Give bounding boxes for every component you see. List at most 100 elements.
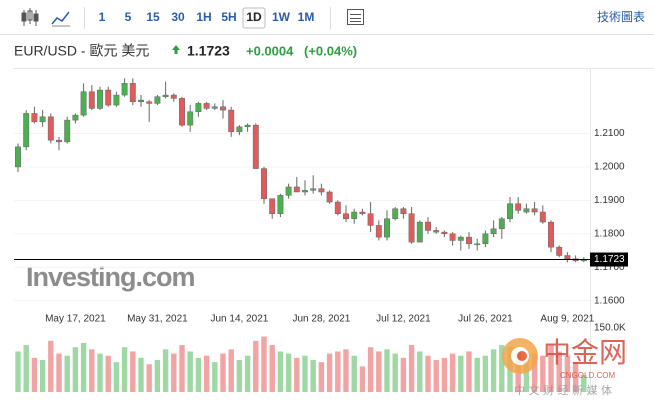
interval-button[interactable]: 5H	[221, 10, 236, 24]
candle-body	[293, 186, 300, 193]
candle-body	[474, 243, 481, 246]
volume-bar	[531, 353, 538, 392]
volume-bar	[490, 349, 497, 392]
interval-button[interactable]: 1M	[298, 10, 315, 24]
settings-icon[interactable]	[347, 9, 364, 25]
line-icon[interactable]	[51, 11, 70, 27]
candle-body	[220, 106, 226, 111]
candle-body	[80, 91, 87, 116]
volume-bar	[39, 360, 46, 392]
volume-bar	[564, 355, 571, 392]
volume-bar	[540, 355, 546, 392]
candle-body	[170, 94, 177, 99]
volume-bar	[80, 342, 87, 392]
chart-link[interactable]: 技術圖表	[597, 10, 645, 24]
candle-icon[interactable]	[21, 8, 39, 26]
interval-button[interactable]: 30	[171, 10, 185, 24]
last-price-box	[590, 252, 628, 267]
volume-bar	[113, 362, 120, 392]
candle-body	[211, 106, 218, 109]
volume-bar	[56, 353, 62, 392]
x-tick-label: Jun 14, 2021	[210, 314, 268, 325]
y-tick-label: 1.2000	[594, 162, 625, 173]
y-tick-label: 1.1800	[594, 228, 625, 239]
volume-bar	[433, 360, 439, 392]
candle-body	[531, 208, 538, 213]
volume-bar	[121, 347, 128, 392]
interval-button[interactable]: 5	[125, 10, 132, 24]
candle-body	[56, 139, 62, 143]
volume-bar	[72, 347, 79, 392]
volume-bar	[269, 345, 275, 392]
candle-body	[162, 94, 169, 97]
candle-body	[343, 213, 349, 219]
candle-body	[236, 126, 243, 133]
volume-bar	[310, 360, 316, 392]
candle-body	[121, 83, 128, 96]
volume-bar	[97, 353, 103, 392]
interval-button[interactable]: 1D	[246, 10, 262, 24]
candle-body	[400, 208, 407, 214]
investing-watermark: Investing.com	[26, 262, 195, 292]
candle-body	[72, 114, 79, 121]
candle-body	[277, 195, 284, 214]
volume-bar	[581, 374, 587, 392]
y-tick-label: 1.1600	[594, 295, 625, 306]
volume-bar	[130, 351, 136, 392]
candle-body	[318, 188, 325, 193]
candle-body	[113, 94, 120, 106]
candle-body	[105, 89, 112, 106]
volume-bar	[236, 360, 243, 392]
volume-bar	[23, 345, 29, 392]
volume-bar	[572, 362, 579, 392]
volume-bar	[253, 340, 259, 392]
price-change: +0.0004	[246, 43, 294, 58]
last-price-label: 1.1723	[594, 254, 625, 265]
candle-body	[310, 188, 317, 191]
candle-body	[466, 236, 472, 245]
interval-group: 1 5 15 30 1H 5H 1D 1W 1M	[99, 7, 315, 29]
volume-bar	[326, 353, 333, 392]
volume-bar	[523, 357, 530, 392]
active-interval	[242, 7, 266, 29]
interval-button[interactable]: 1	[99, 10, 106, 24]
volume-bar	[162, 349, 169, 392]
volume-bar	[376, 351, 382, 392]
candle-body	[351, 211, 358, 219]
candle-body	[154, 96, 161, 104]
volume-bar	[285, 353, 292, 392]
volume-bar	[343, 349, 349, 392]
x-tick-label: Jun 28, 2021	[292, 314, 350, 325]
candle-body	[367, 213, 374, 226]
interval-button[interactable]: 15	[146, 10, 160, 24]
y-tick-label: 1.1700	[594, 262, 625, 273]
volume-bar	[367, 347, 374, 392]
x-tick-label: Jul 26, 2021	[458, 314, 513, 325]
interval-button[interactable]: 1W	[272, 10, 291, 24]
volume-bar	[31, 357, 38, 392]
candle-body	[507, 203, 513, 219]
logo-url: CNGOLD.COM	[560, 371, 615, 380]
volume-bar	[146, 364, 152, 392]
candle-body	[269, 198, 276, 214]
plot: 1.1600 1.1700 1.1800 1.1900 1.2000 1.2100 150.…	[14, 78, 628, 392]
interval-button[interactable]: 1H	[196, 10, 211, 24]
candle-body	[285, 186, 292, 196]
volume-bar	[400, 357, 407, 392]
volume-bar	[48, 340, 54, 392]
volume-bar	[228, 349, 234, 392]
volume-bar	[408, 345, 415, 392]
last-price: 1.1723	[187, 43, 230, 59]
volume-bar	[318, 362, 325, 392]
candle-body	[129, 83, 136, 102]
volume-bar	[277, 351, 284, 392]
x-tick-label: May 17, 2021	[45, 314, 106, 325]
volume-bar	[171, 353, 177, 392]
candle-body	[392, 208, 399, 219]
volume-bar	[179, 345, 185, 392]
candle-body	[179, 98, 185, 126]
candle-body	[88, 91, 95, 109]
volume-bar	[425, 355, 431, 392]
volume-bar	[482, 355, 489, 392]
candle-body	[334, 201, 341, 214]
